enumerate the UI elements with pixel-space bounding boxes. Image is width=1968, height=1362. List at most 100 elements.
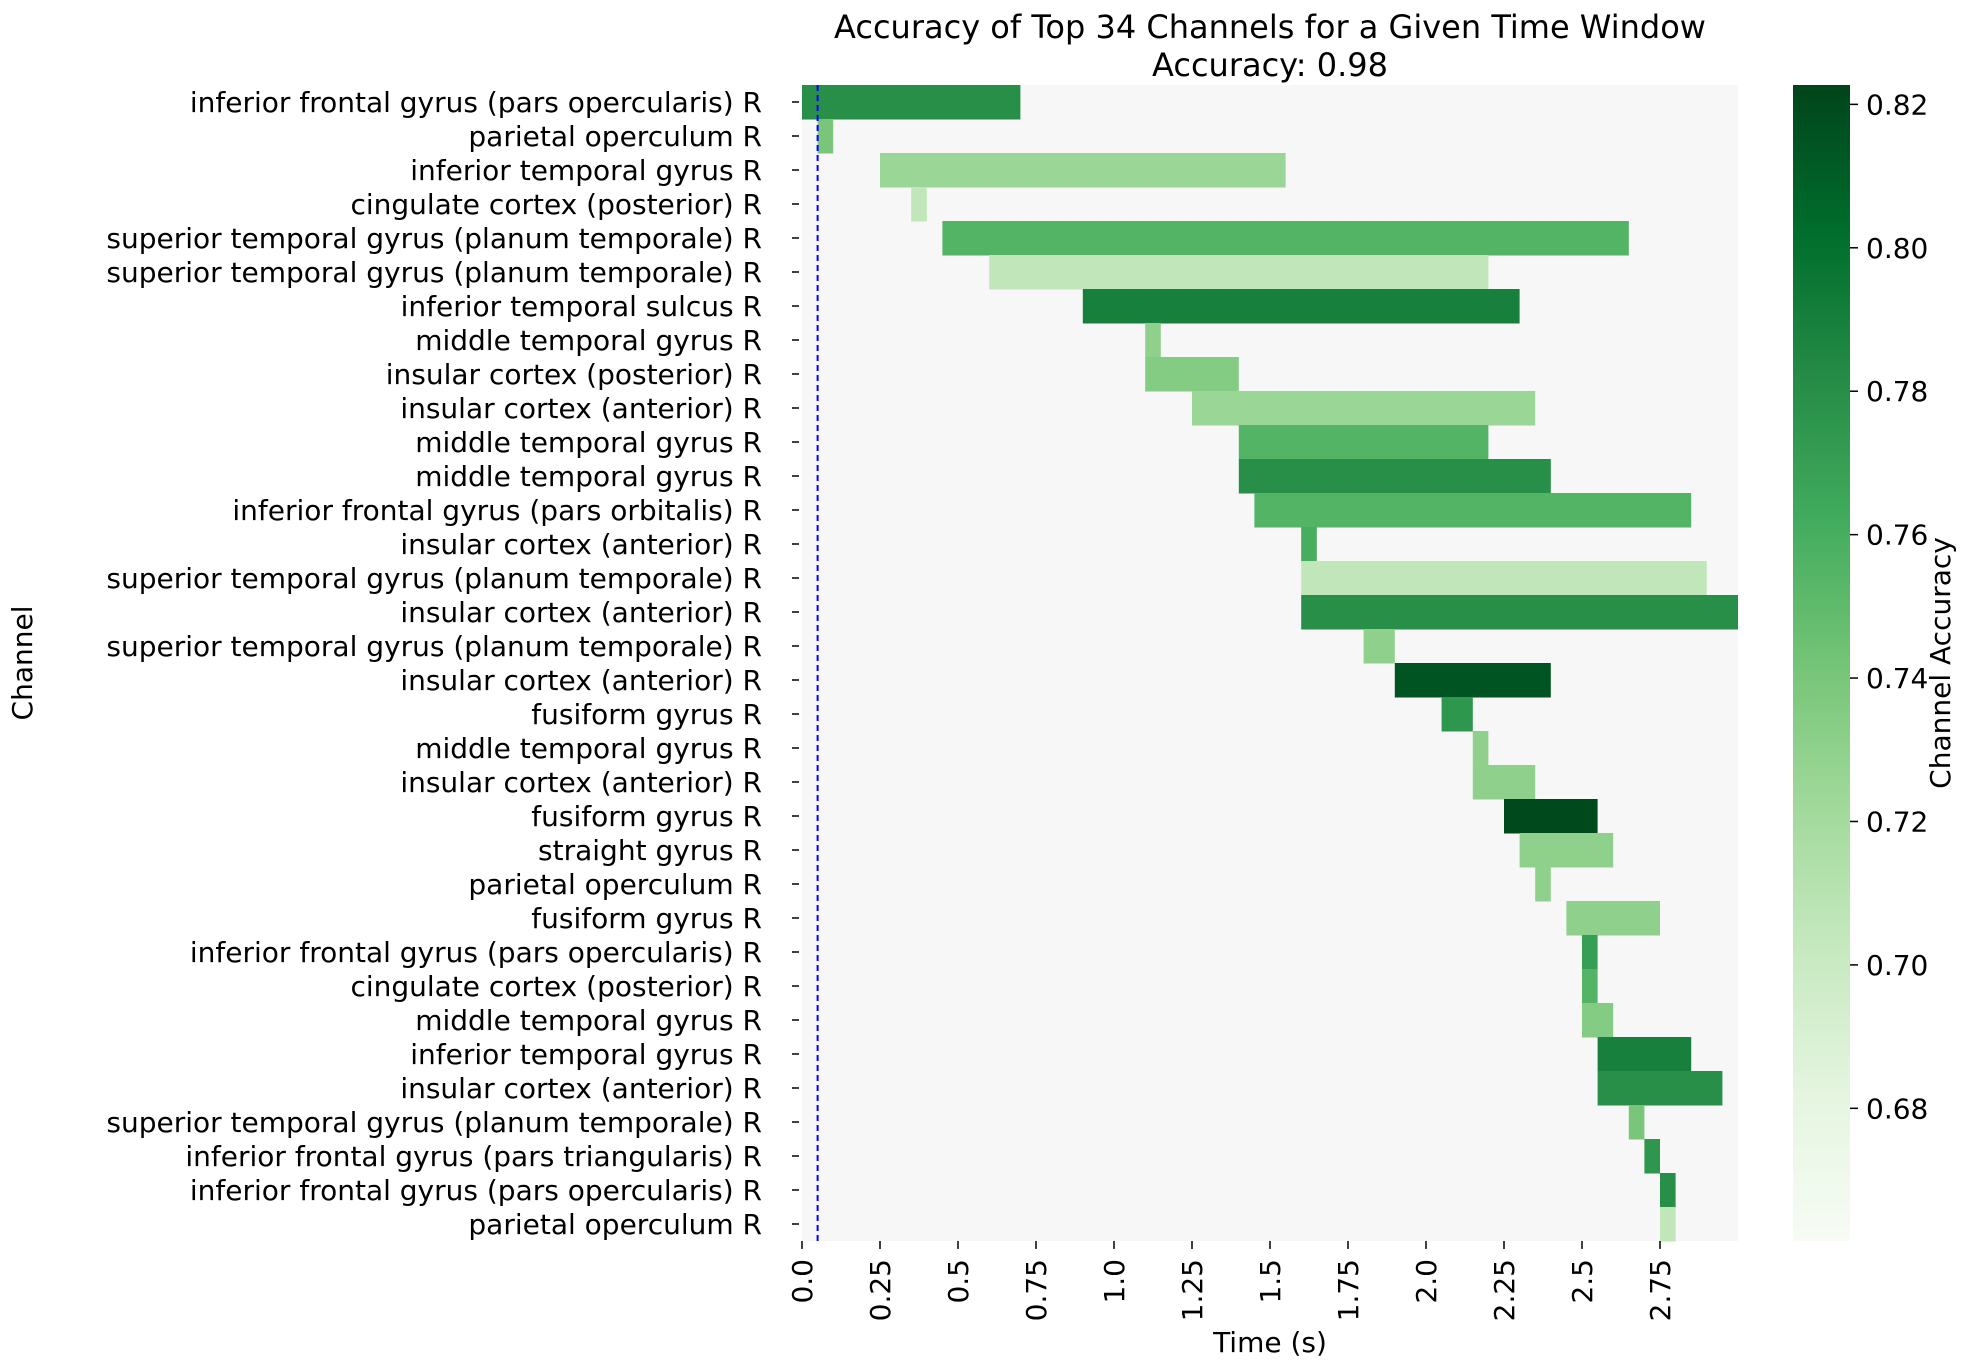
y-tick-label: cingulate cortex (posterior) R	[350, 970, 762, 1003]
heatmap-cell	[1238, 459, 1551, 494]
heatmap-cell	[1394, 663, 1551, 698]
heatmap-cell	[1192, 391, 1536, 426]
y-tick-label: insular cortex (anterior) R	[400, 596, 762, 629]
heatmap-cell	[1254, 493, 1692, 528]
chart-title: Accuracy of Top 34 Channels for a Given …	[834, 8, 1706, 46]
y-tick-label: straight gyrus R	[538, 834, 762, 867]
chart-subtitle: Accuracy: 0.98	[1152, 46, 1388, 84]
colorbar-tick-label: 0.80	[1866, 232, 1928, 265]
y-tick-label: middle temporal gyrus R	[415, 426, 762, 459]
colorbar-tick-label: 0.72	[1866, 805, 1928, 838]
heatmap-cell	[1582, 935, 1598, 970]
colorbar-tick-label: 0.68	[1866, 1092, 1928, 1125]
y-tick-label: inferior frontal gyrus (pars opercularis…	[190, 1174, 762, 1207]
colorbar-ticks: 0.68 0.70 0.72 0.74 0.76 0.78 0.80 0.82	[1850, 88, 1928, 1125]
heatmap-cell	[989, 255, 1489, 290]
heatmap-cell	[1145, 323, 1161, 358]
heatmap-cell	[1363, 629, 1395, 664]
heatmap-cell	[1628, 1105, 1645, 1140]
x-tick-label: 0.25	[864, 1259, 897, 1321]
x-tick-label: 1.25	[1176, 1259, 1209, 1321]
y-tick-label: superior temporal gyrus (planum temporal…	[106, 222, 762, 255]
y-tick-label: insular cortex (anterior) R	[400, 766, 762, 799]
y-tick-label: inferior temporal gyrus R	[410, 154, 762, 187]
heatmap-cell	[1660, 1173, 1676, 1208]
heatmap-cell	[1535, 867, 1551, 902]
heatmap-cell	[1566, 901, 1660, 936]
heatmap-cell	[1145, 357, 1239, 392]
heatmap-cell	[1582, 1003, 1614, 1038]
y-tick-label: parietal operculum R	[468, 120, 762, 153]
x-tick-label: 0.0	[786, 1259, 819, 1304]
y-tick-label: superior temporal gyrus (planum temporal…	[106, 256, 762, 289]
heatmap-cell	[1301, 595, 1738, 630]
y-tick-label: insular cortex (anterior) R	[400, 664, 762, 697]
y-tick-label: middle temporal gyrus R	[415, 732, 762, 765]
y-tick-label: insular cortex (posterior) R	[386, 358, 762, 391]
y-tick-label: fusiform gyrus R	[531, 902, 762, 935]
y-tick-label: superior temporal gyrus (planum temporal…	[106, 562, 762, 595]
y-tick-label: inferior temporal sulcus R	[401, 290, 762, 323]
y-tick-label: insular cortex (anterior) R	[400, 528, 762, 561]
heatmap-cell	[911, 187, 927, 222]
y-tick-label: middle temporal gyrus R	[415, 1004, 762, 1037]
heatmap-cell	[1597, 1037, 1692, 1072]
x-tick-label: 2.75	[1644, 1259, 1677, 1321]
colorbar-tick-label: 0.70	[1866, 949, 1928, 982]
heatmap-cell	[817, 119, 834, 154]
bars-layer	[802, 85, 1738, 1242]
heatmap-cell	[1472, 765, 1536, 800]
colorbar-tick-label: 0.74	[1866, 662, 1928, 695]
heatmap-cell	[1082, 289, 1520, 324]
y-tick-label: inferior frontal gyrus (pars orbitalis) …	[232, 494, 762, 527]
y-tick-label: fusiform gyrus R	[531, 800, 762, 833]
x-tick-label: 1.75	[1332, 1259, 1365, 1321]
y-tick-label: insular cortex (anterior) R	[400, 392, 762, 425]
y-tick-label: parietal operculum R	[468, 1208, 762, 1241]
y-tick-label: superior temporal gyrus (planum temporal…	[106, 1106, 762, 1139]
heatmap-cell	[880, 153, 1286, 188]
heatmap-cell	[1504, 799, 1598, 834]
y-tick-label: middle temporal gyrus R	[415, 324, 762, 357]
heatmap-cell	[1238, 425, 1489, 460]
x-tick-label: 0.75	[1020, 1259, 1053, 1321]
y-tick-label: inferior temporal gyrus R	[410, 1038, 762, 1071]
x-tick-label: 0.5	[942, 1259, 975, 1304]
heatmap-cell	[1597, 1071, 1723, 1106]
colorbar-tick-label: 0.78	[1866, 375, 1928, 408]
heatmap-cell	[802, 85, 1021, 120]
y-tick-label: parietal operculum R	[468, 868, 762, 901]
x-tick-label: 1.5	[1254, 1259, 1287, 1304]
heatmap-cell	[942, 221, 1629, 256]
y-tick-label: inferior frontal gyrus (pars triangulari…	[185, 1140, 762, 1173]
heatmap-cell	[1644, 1139, 1660, 1174]
colorbar-tick-label: 0.82	[1866, 88, 1928, 121]
heatmap-cell	[1301, 527, 1317, 562]
colorbar-tick-label: 0.76	[1866, 519, 1928, 552]
x-tick-label: 2.25	[1488, 1259, 1521, 1321]
heatmap-cell	[1660, 1207, 1676, 1242]
y-tick-label: inferior frontal gyrus (pars opercularis…	[190, 86, 762, 119]
x-axis-label: Time (s)	[1212, 1326, 1327, 1359]
y-axis: inferior frontal gyrus (pars opercularis…	[106, 86, 799, 1241]
heatmap-cell	[1519, 833, 1614, 868]
y-tick-label: middle temporal gyrus R	[415, 460, 762, 493]
y-tick-label: fusiform gyrus R	[531, 698, 762, 731]
heatmap-cell	[1441, 697, 1473, 732]
y-tick-label: cingulate cortex (posterior) R	[350, 188, 762, 221]
x-axis: 0.0 0.25 0.5 0.75 1.0 1.25 1.5 1.75 2.0 2.25 2.5 2.…	[786, 1241, 1677, 1321]
x-tick-label: 2.0	[1410, 1259, 1443, 1304]
x-tick-label: 2.5	[1566, 1259, 1599, 1304]
heatmap-cell	[1472, 731, 1489, 766]
heatmap-cell	[1582, 969, 1598, 1004]
y-axis-label: Channel	[6, 606, 39, 721]
colorbar	[1793, 85, 1850, 1241]
y-tick-label: superior temporal gyrus (planum temporal…	[106, 630, 762, 663]
x-tick-label: 1.0	[1098, 1259, 1131, 1304]
y-tick-label: inferior frontal gyrus (pars opercularis…	[190, 936, 762, 969]
y-tick-label: insular cortex (anterior) R	[400, 1072, 762, 1105]
heatmap-cell	[1301, 561, 1707, 596]
colorbar-label: Channel Accuracy	[1924, 537, 1957, 789]
